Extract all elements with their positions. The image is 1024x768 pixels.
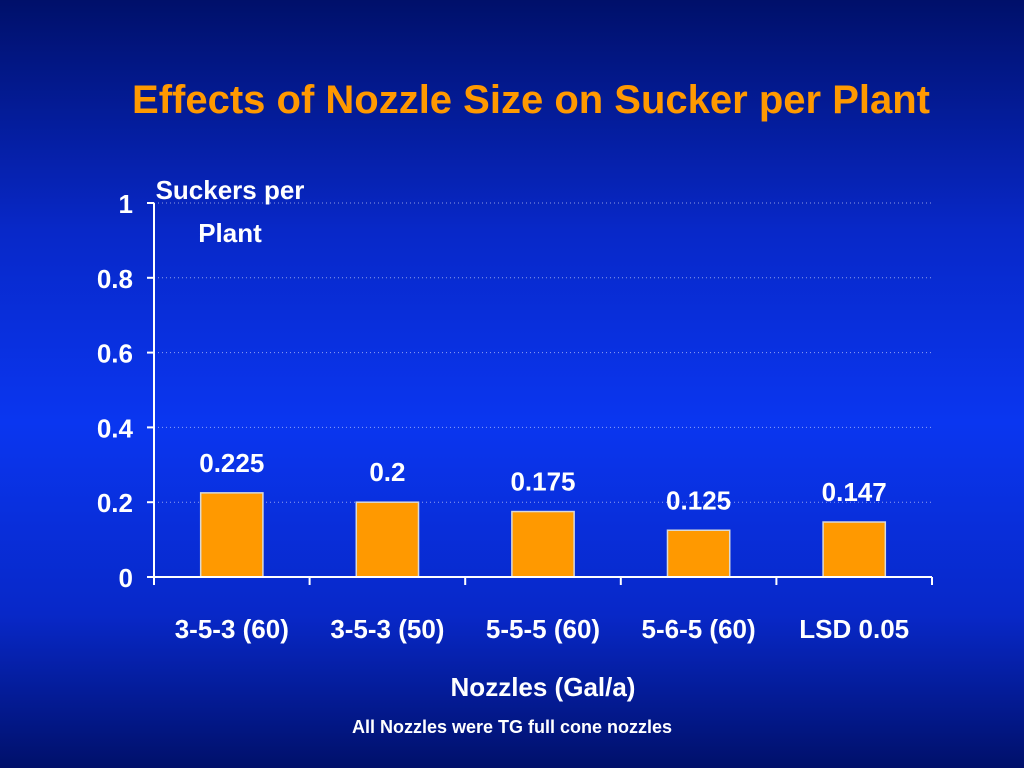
x-tick-label: 3-5-3 (60): [175, 614, 289, 644]
x-tick-label: 3-5-3 (50): [330, 614, 444, 644]
bar: [666, 529, 731, 578]
y-tick-label: 0.8: [97, 264, 133, 294]
x-tick-label: LSD 0.05: [799, 614, 909, 644]
x-tick-label: 5-6-5 (60): [642, 614, 756, 644]
bars: [199, 492, 887, 578]
x-tick-label: 5-5-5 (60): [486, 614, 600, 644]
bar-value-label: 0.175: [510, 467, 575, 497]
footnote: All Nozzles were TG full cone nozzles: [351, 717, 673, 737]
bar-value-label: 0.225: [199, 448, 264, 478]
bar: [822, 521, 887, 578]
bar-value-label: 0.147: [822, 477, 887, 507]
bar: [355, 501, 420, 578]
bar-value-label: 0.2: [369, 457, 405, 487]
bar: [511, 510, 575, 578]
y-tick-label: 0.6: [97, 339, 133, 369]
bar: [199, 492, 264, 578]
x-axis-label: Nozzles (Gal/a): [451, 672, 636, 702]
y-tick-label: 0.4: [97, 413, 134, 443]
y-tick-label: 0.2: [97, 488, 133, 518]
y-tick-label: 0: [119, 563, 133, 593]
y-axis-label-line-2: Plant: [198, 218, 262, 248]
bar-value-label: 0.125: [666, 485, 731, 515]
axes: [147, 202, 933, 585]
y-tick-label: 1: [119, 189, 133, 219]
y-axis-label: Suckers per: [156, 175, 305, 205]
slide-title: Effects of Nozzle Size on Sucker per Pla…: [132, 78, 930, 122]
gridlines: [154, 202, 932, 503]
labels: 0 0.2 0.4 0.6 0.8 1 0.225 3-5-3 (60) 0.2 3-5-3 (5…: [97, 189, 909, 644]
